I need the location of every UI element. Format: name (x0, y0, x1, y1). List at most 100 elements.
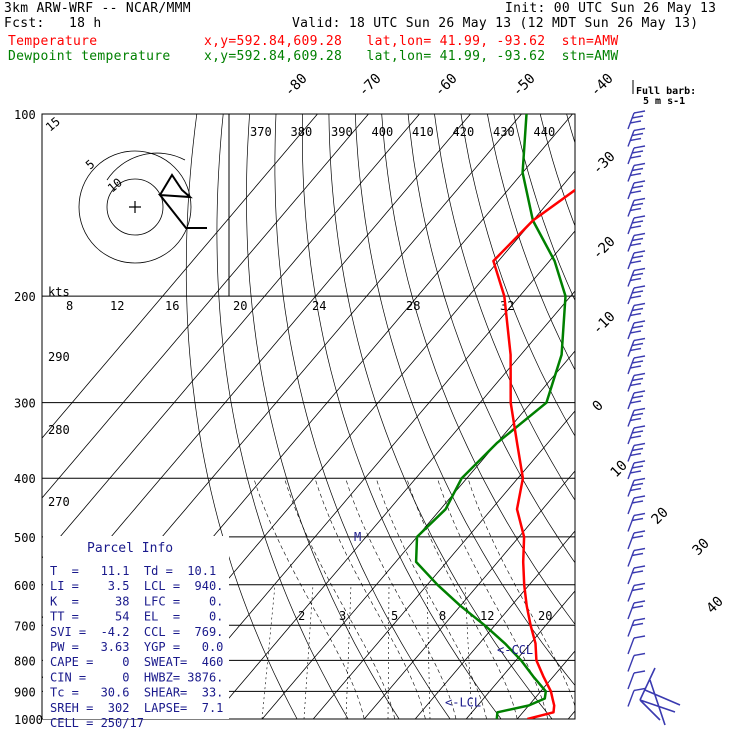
surface-wind-barbs (639, 667, 681, 726)
isotherm-line (567, 710, 575, 719)
isotherm-line (261, 350, 575, 719)
pressure-label: 400 (14, 472, 36, 486)
isotherm-label: -10 (590, 309, 619, 338)
isotherm-line (312, 410, 575, 719)
wind-barb (627, 635, 646, 655)
dry-adiabat-line (539, 114, 575, 227)
wind-barb (627, 285, 646, 305)
wind-barb (627, 197, 646, 217)
parcel-info-row: K = 38 LFC = 0. (50, 594, 223, 608)
pressure-label: 700 (14, 619, 36, 633)
wind-barb (627, 547, 646, 567)
plot-frame (41, 113, 576, 720)
isotherm-label: 10 (608, 458, 631, 481)
isotherm-line (363, 470, 575, 719)
marker-label: M (354, 530, 361, 544)
wind-barb (627, 600, 646, 620)
theta-label: 420 (453, 125, 475, 139)
wind-barb (627, 670, 646, 690)
wind-barb (627, 320, 646, 340)
pressure-label: 200 (14, 290, 36, 304)
dry-adiabat-line (274, 114, 451, 719)
wind-barb (627, 565, 646, 585)
wind-barb (627, 180, 646, 200)
dry-adiabat-line (328, 114, 553, 719)
dry-adiabat-line (301, 114, 502, 719)
isotherm-line (414, 530, 575, 719)
moist-adiabat-line (467, 478, 575, 708)
temperature-legend-label: Temperature (8, 34, 98, 49)
temperature-legend-info: x,y=592.84,609.28 lat,lon= 41.99, -93.62… (204, 34, 619, 49)
dry-adiabat-line (593, 114, 740, 719)
isotherm-line (210, 290, 575, 719)
mixing-ratio-label: 8 (439, 609, 446, 623)
hodograph-ring (106, 178, 164, 236)
mixing-ratio-label: 5 (391, 609, 398, 623)
wind-barb (627, 617, 646, 637)
isotherm-line (42, 114, 420, 559)
parcel-info-row: CELL = 250/17 (50, 716, 144, 730)
hodograph-trace (157, 173, 207, 229)
dry-adiabat-line (381, 114, 575, 625)
isotherm-line (42, 114, 369, 499)
isotherm-label: -60 (432, 71, 461, 100)
isotherm-line (670, 114, 740, 719)
valid-time: Valid: 18 UTC Sun 26 May 13 (12 MDT Sun … (292, 16, 699, 31)
moist-adiabat-line (314, 478, 426, 719)
temperature-line (492, 188, 575, 719)
parcel-info-row: T = 11.1 Td = 10.1 (50, 564, 216, 578)
pressure-label: 300 (14, 397, 36, 411)
mixing-ratio-line (345, 584, 352, 719)
parcel-info-box (43, 536, 229, 719)
mixing-ratio-label: 12 (480, 609, 494, 623)
hodograph-speed-label: 32 (500, 299, 514, 313)
isotherm-label: -50 (510, 71, 539, 100)
parcel-info-row: Tc = 30.6 SHEAR= 33. (50, 686, 223, 700)
barb-legend-title: Full barb: (636, 86, 696, 97)
mixing-ratio-label: 2 (298, 609, 305, 623)
marker-label: <-CCL (497, 643, 533, 657)
parcel-info-row: LI = 3.5 LCL = 940. (50, 579, 223, 593)
theta-label: 370 (250, 125, 272, 139)
pressure-label: 100 (14, 108, 36, 122)
wind-barb (627, 110, 646, 130)
hodograph-center (129, 201, 141, 213)
dry-adiabat-line (566, 114, 575, 145)
isotherm-label: -40 (588, 71, 617, 100)
theta-label: 380 (291, 125, 313, 139)
isotherm-label: -30 (590, 149, 619, 178)
wind-barb (627, 495, 646, 515)
dry-adiabat-line (487, 114, 575, 371)
wind-barb (627, 460, 646, 480)
dry-adiabat-line (216, 114, 349, 719)
wind-barb (627, 512, 646, 532)
hodograph-speed-label: 8 (66, 299, 73, 313)
hodograph-ring-label: 5 (83, 157, 98, 172)
isotherm-label: -80 (282, 71, 311, 100)
wind-barb (627, 530, 646, 550)
isotherm-label: 40 (704, 594, 727, 617)
isotherm-line (516, 650, 575, 719)
parcel-info-title: Parcel Info (87, 541, 173, 556)
wind-barb (627, 267, 646, 287)
wind-barb (627, 390, 646, 410)
isotherm-line (721, 114, 740, 719)
pressure-label: 600 (14, 579, 36, 593)
wind-barb (627, 687, 646, 707)
dry-adiabat-line (460, 114, 575, 437)
hodograph-ring (78, 150, 192, 264)
parcel-info-row: CAPE = 0 SWEAT= 460 (50, 655, 223, 669)
wind-barb (627, 337, 646, 357)
dry-adiabat-line (672, 114, 740, 719)
wind-barb (627, 477, 646, 497)
wind-barb (627, 442, 646, 462)
dry-adiabat-line (725, 114, 740, 719)
parcel-info-row: SVI = -4.2 CCL = 769. (50, 625, 223, 639)
dry-adiabat-line (354, 114, 575, 686)
dry-adiabat-line (513, 114, 575, 302)
theta-label: 430 (493, 125, 515, 139)
hodograph-ring (106, 152, 186, 181)
theta-label: 410 (412, 125, 434, 139)
parcel-info-row: TT = 54 EL = 0. (50, 610, 223, 624)
parcel-info-row: PW = 3.63 YGP = 0.0 (50, 640, 223, 654)
